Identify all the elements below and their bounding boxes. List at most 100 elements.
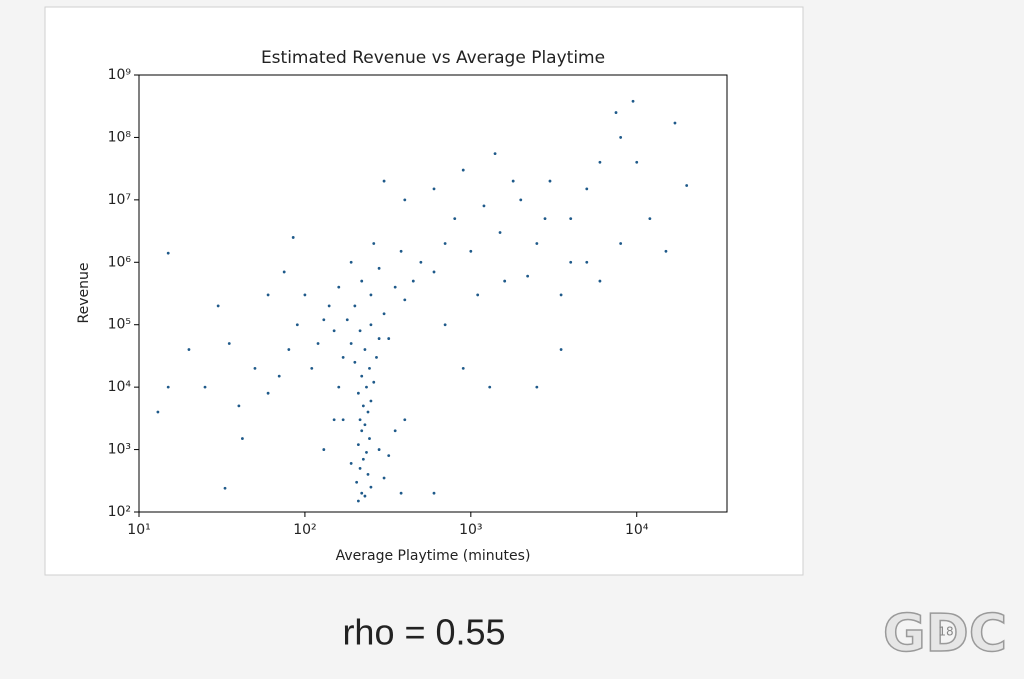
- point: [353, 360, 357, 364]
- point: [266, 293, 270, 297]
- point: [403, 298, 407, 302]
- point: [476, 293, 480, 297]
- point: [393, 285, 397, 289]
- point: [585, 187, 589, 191]
- point: [353, 304, 357, 308]
- point: [511, 179, 515, 183]
- point: [569, 260, 573, 264]
- point: [543, 217, 547, 221]
- point: [519, 198, 523, 202]
- x-tick-label: 10⁴: [625, 522, 649, 538]
- y-tick-label: 10⁷: [108, 192, 131, 208]
- point: [469, 249, 473, 253]
- point: [377, 266, 381, 270]
- point: [253, 366, 257, 370]
- point: [363, 494, 367, 498]
- logo: GDC: [883, 604, 1007, 664]
- point: [369, 293, 373, 297]
- point: [419, 260, 423, 264]
- point: [619, 242, 623, 245]
- figure-frame: [44, 6, 804, 576]
- x-axis-label: Average Playtime (minutes): [336, 548, 531, 564]
- point: [559, 348, 563, 351]
- point: [241, 437, 244, 440]
- point: [443, 242, 447, 245]
- point: [363, 348, 367, 351]
- point: [295, 323, 299, 327]
- x-tick-label: 10²: [293, 522, 316, 538]
- point: [322, 318, 326, 322]
- point: [322, 448, 326, 451]
- y-tick-label: 10⁴: [108, 379, 132, 395]
- point: [614, 111, 618, 114]
- point: [598, 279, 602, 283]
- point: [375, 355, 378, 359]
- x-tick-label: 10¹: [127, 522, 150, 538]
- point: [569, 217, 573, 221]
- point: [368, 366, 371, 370]
- x-tick-label: 10³: [459, 522, 482, 538]
- point: [498, 231, 502, 234]
- y-axis-label: Revenue: [76, 263, 92, 324]
- point: [685, 184, 689, 187]
- point: [345, 318, 349, 322]
- point: [291, 236, 295, 239]
- point: [361, 457, 365, 461]
- point: [360, 491, 364, 495]
- point: [403, 198, 407, 202]
- point: [365, 451, 368, 454]
- point: [369, 399, 373, 403]
- point: [332, 418, 336, 422]
- y-tick-label: 10⁶: [108, 254, 132, 270]
- point: [337, 385, 341, 389]
- point: [399, 491, 403, 495]
- point: [619, 136, 623, 139]
- logo-edition: 18: [938, 625, 953, 639]
- point: [332, 329, 336, 333]
- point: [526, 274, 530, 278]
- point: [377, 448, 381, 451]
- y-tick-label: 10⁸: [108, 129, 132, 145]
- point: [377, 337, 381, 340]
- point: [349, 260, 353, 264]
- plot-area: 10¹ 10² 10³ 10⁴ 10² 10³ 10⁴ 10⁵ 10⁶ 10⁷ 10⁸ 10⁹: [108, 67, 689, 538]
- point: [372, 242, 376, 245]
- point: [360, 374, 364, 378]
- point: [203, 385, 207, 389]
- point: [355, 480, 359, 484]
- point: [664, 249, 668, 253]
- point: [337, 285, 341, 289]
- point: [358, 418, 362, 422]
- point: [223, 486, 227, 490]
- plot-frame: [138, 74, 728, 513]
- point: [387, 337, 391, 340]
- point: [503, 279, 507, 283]
- point: [387, 454, 391, 458]
- point: [277, 374, 281, 378]
- point: [358, 329, 362, 333]
- y-tick-label: 10²: [108, 504, 131, 520]
- point: [635, 160, 639, 164]
- point: [673, 121, 677, 125]
- point: [382, 476, 386, 480]
- point: [366, 473, 370, 476]
- point: [310, 366, 314, 370]
- point: [598, 160, 602, 164]
- point: [432, 491, 436, 495]
- point: [187, 348, 191, 351]
- point: [432, 270, 436, 274]
- point: [216, 304, 220, 308]
- point: [237, 404, 241, 408]
- point: [369, 323, 373, 327]
- point: [493, 152, 497, 156]
- point: [535, 242, 539, 245]
- point: [363, 423, 367, 427]
- chart-title: Estimated Revenue vs Average Playtime: [261, 48, 605, 68]
- point: [365, 385, 368, 389]
- point: [349, 462, 353, 465]
- point: [488, 385, 492, 389]
- point: [548, 179, 552, 183]
- point: [648, 217, 652, 221]
